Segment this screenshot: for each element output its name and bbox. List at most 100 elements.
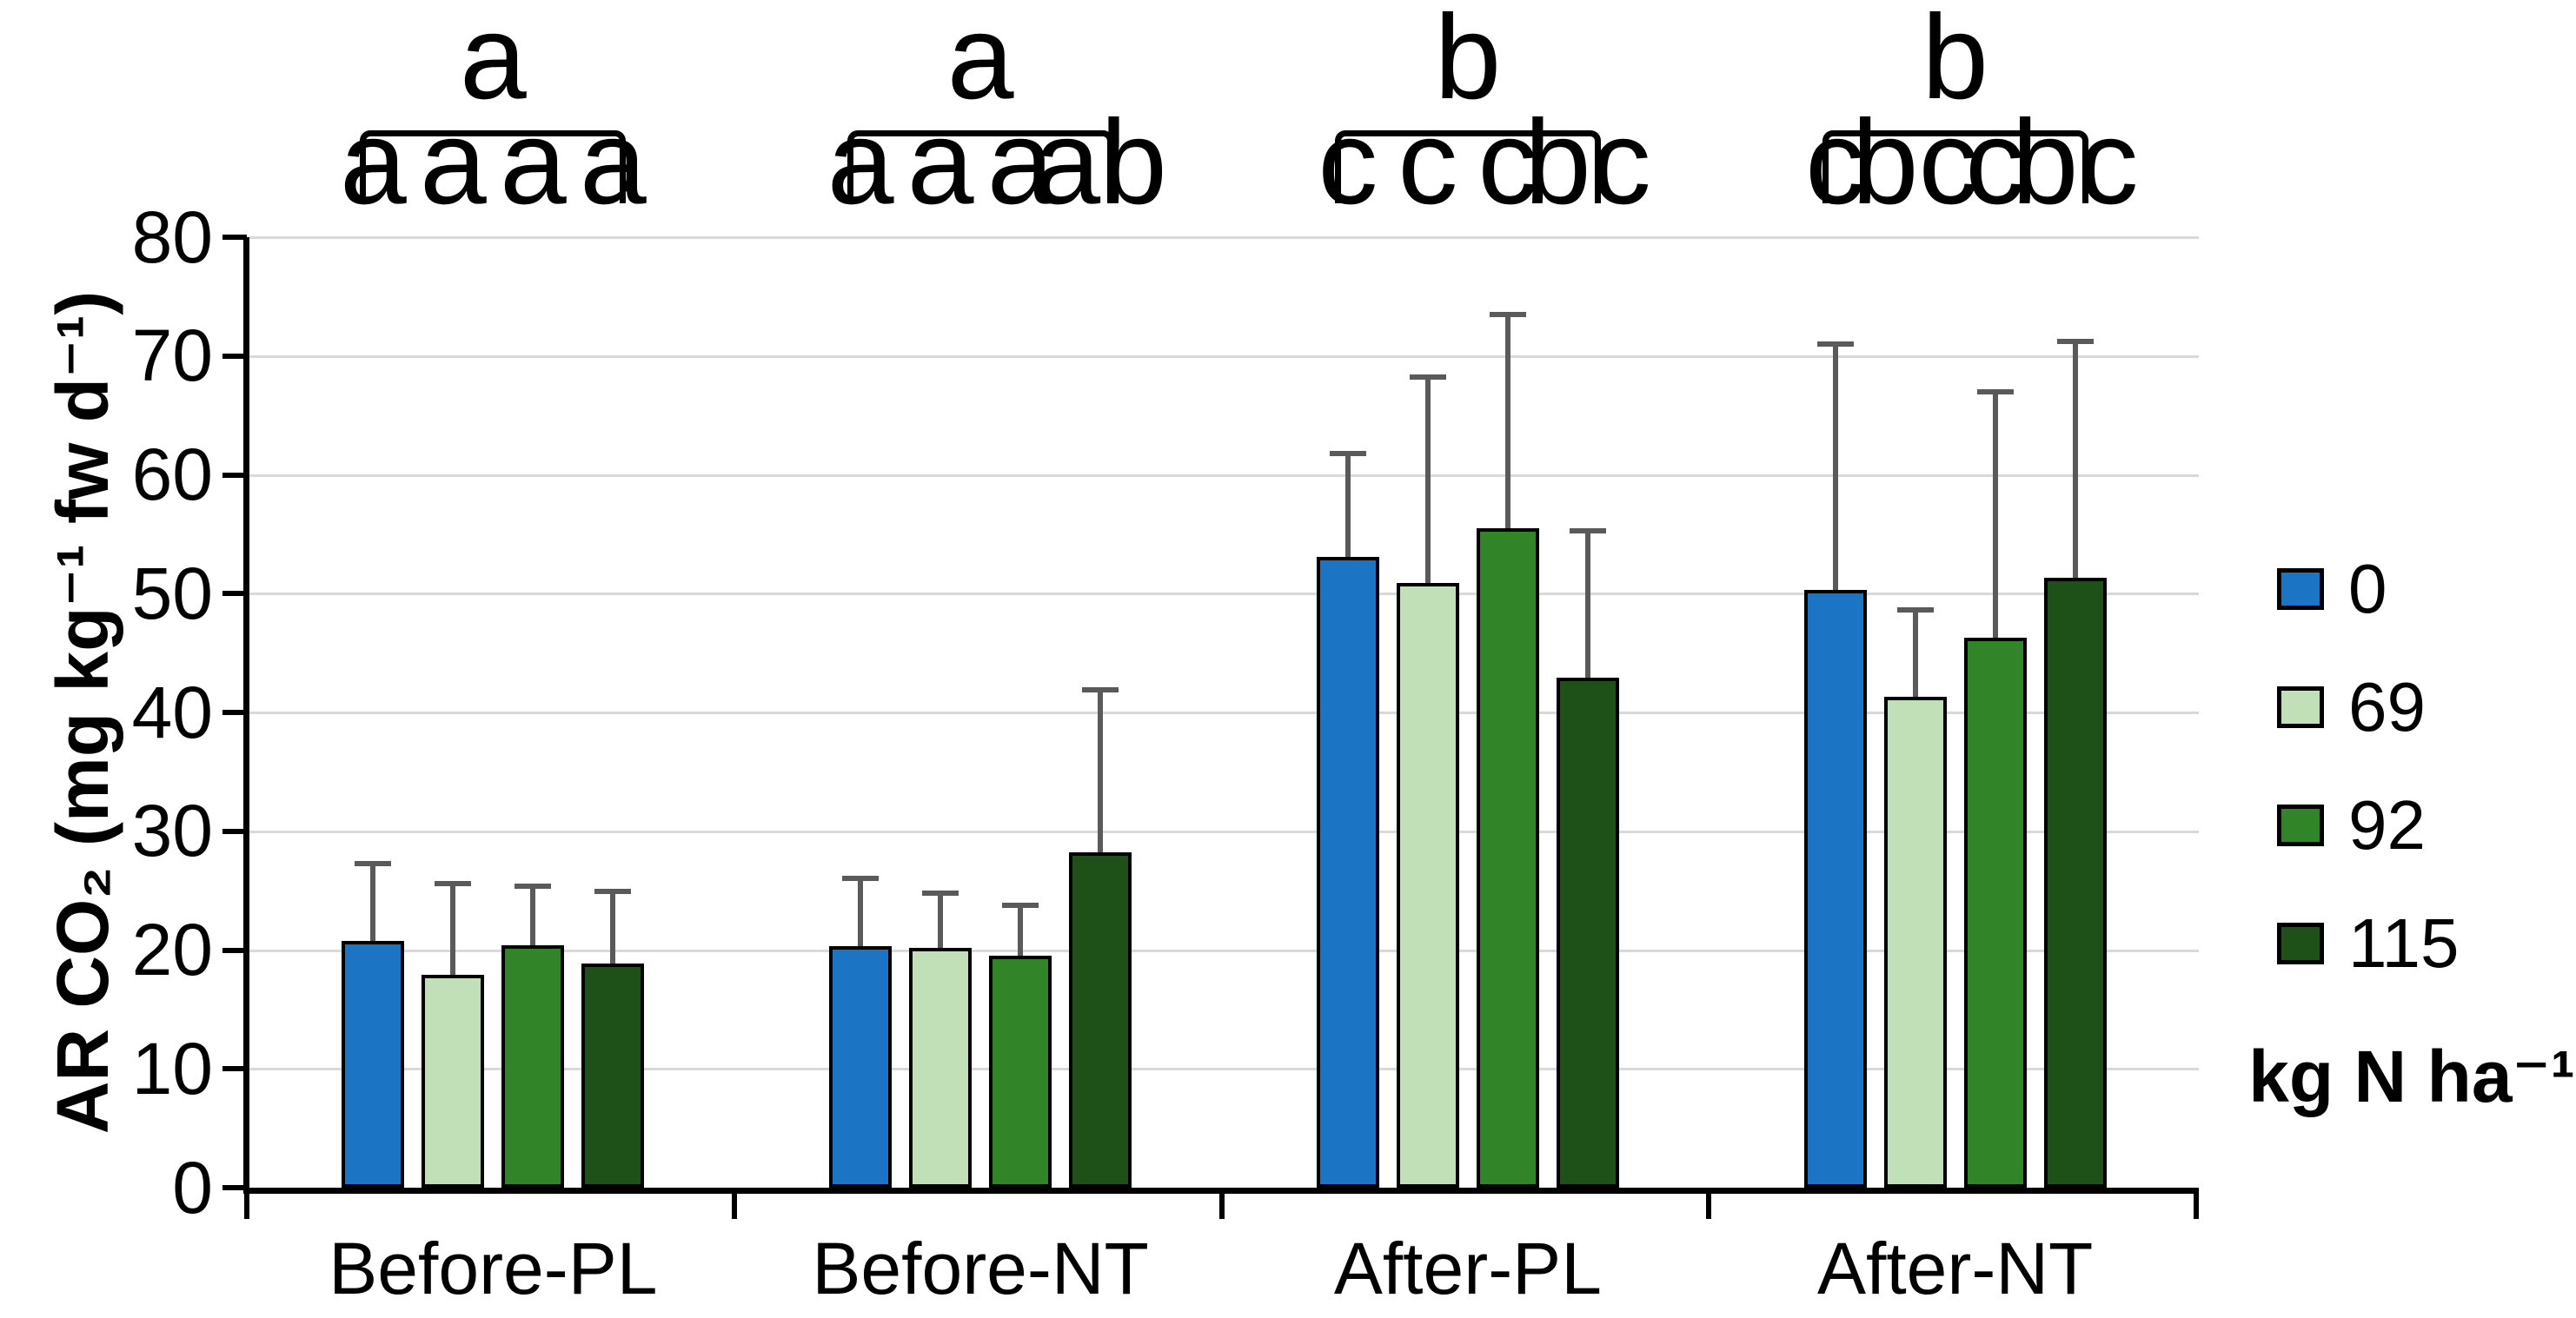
bar-Before-PL-115: [581, 963, 645, 1188]
group-letter-After-PL: b: [1434, 0, 1502, 124]
error-whisker-After-PL-92: [1504, 314, 1510, 529]
group-letter-After-NT: b: [1922, 0, 1988, 124]
error-whisker-Before-NT-92: [1018, 904, 1024, 957]
gridline-40: [249, 712, 2199, 714]
error-whisker-After-NT-115: [2072, 341, 2078, 579]
error-whisker-Before-PL-0: [370, 863, 376, 941]
bar-letter-After-NT-69: bc: [1851, 96, 1979, 229]
y-tick-60: [222, 472, 247, 478]
group-bracket-After-NT: [1822, 130, 2088, 203]
bar-letter-After-PL-115: bc: [1524, 96, 1651, 229]
bar-letter-Before-PL-0: a: [340, 96, 407, 229]
error-whisker-After-NT-0: [1832, 344, 1838, 591]
bar-letter-After-NT-0: c: [1805, 96, 1866, 229]
legend-swatch-0: [2277, 568, 2324, 610]
legend-item-69: 69: [2277, 672, 2426, 742]
gridline-60: [249, 474, 2199, 477]
error-cap-Before-PL-115: [594, 889, 632, 895]
error-whisker-Before-NT-69: [938, 892, 944, 948]
group-bracket-Before-NT: [847, 130, 1114, 203]
bar-Before-NT-92: [989, 956, 1052, 1188]
error-cap-After-PL-115: [1569, 527, 1606, 533]
bar-Before-NT-115: [1069, 852, 1132, 1188]
y-tick-20: [222, 947, 247, 953]
bar-Before-PL-69: [422, 975, 485, 1188]
bar-After-PL-92: [1476, 528, 1539, 1188]
bar-letter-Before-PL-92: a: [500, 96, 567, 229]
gridline-70: [249, 354, 2199, 358]
x-category-label-Before-PL: Before-PL: [329, 1228, 658, 1309]
legend-item-92: 92: [2277, 791, 2426, 860]
y-tick-label-40: 40: [131, 671, 213, 753]
legend-title: kg N ha⁻¹: [2248, 1036, 2575, 1117]
error-cap-Before-PL-92: [515, 883, 552, 889]
error-cap-Before-NT-115: [1082, 687, 1119, 693]
x-axis-tick-0: [244, 1188, 249, 1219]
bar-letter-After-NT-92: c: [1965, 96, 2026, 229]
x-category-label-After-PL: After-PL: [1333, 1228, 1602, 1309]
error-cap-After-PL-0: [1329, 450, 1366, 456]
error-whisker-Before-NT-0: [858, 878, 864, 947]
x-axis-tick-3: [1706, 1188, 1712, 1219]
y-tick-80: [222, 235, 247, 240]
y-tick-label-60: 60: [131, 434, 213, 515]
error-whisker-Before-PL-115: [610, 891, 616, 964]
bar-After-NT-0: [1803, 590, 1867, 1188]
bar-letter-Before-NT-115: ab: [1033, 96, 1167, 229]
bar-After-PL-115: [1556, 678, 1619, 1188]
error-whisker-After-PL-0: [1344, 453, 1351, 557]
bar-After-PL-69: [1396, 582, 1459, 1188]
error-whisker-After-PL-69: [1424, 377, 1431, 583]
legend-swatch-92: [2277, 805, 2324, 846]
group-letter-Before-NT: a: [946, 0, 1014, 124]
bar-letter-After-PL-0: c: [1318, 96, 1378, 229]
error-cap-Before-PL-0: [355, 860, 392, 866]
error-cap-After-PL-69: [1409, 374, 1446, 381]
gridline-10: [249, 1068, 2199, 1071]
group-bracket-After-PL: [1334, 130, 1601, 203]
y-tick-label-30: 30: [131, 790, 213, 872]
gridline-20: [249, 949, 2199, 952]
x-category-label-After-NT: After-NT: [1816, 1228, 2094, 1309]
y-tick-label-0: 0: [172, 1146, 213, 1229]
legend-item-0: 0: [2277, 554, 2387, 624]
error-cap-After-NT-92: [1976, 388, 2014, 394]
bar-letter-After-NT-115: bc: [2011, 96, 2139, 229]
bar-letter-Before-NT-0: a: [827, 96, 894, 229]
bar-letter-Before-NT-92: a: [986, 96, 1054, 229]
error-cap-Before-NT-69: [922, 890, 959, 896]
y-tick-50: [222, 591, 247, 597]
y-tick-10: [222, 1066, 247, 1072]
y-tick-label-10: 10: [131, 1027, 213, 1109]
y-tick-label-50: 50: [131, 552, 213, 634]
bar-After-NT-115: [2043, 578, 2107, 1188]
legend-swatch-115: [2277, 923, 2324, 964]
error-whisker-Before-PL-69: [450, 883, 456, 976]
error-cap-After-NT-0: [1816, 341, 1854, 348]
y-tick-0: [222, 1185, 247, 1190]
bar-Before-NT-69: [909, 947, 973, 1188]
bar-letter-After-PL-92: c: [1477, 96, 1538, 229]
y-tick-70: [222, 353, 247, 359]
bar-letter-After-PL-69: c: [1398, 96, 1458, 229]
error-cap-Before-NT-0: [842, 876, 880, 882]
x-axis-tick-4: [2194, 1188, 2199, 1219]
x-axis-tick-1: [731, 1188, 737, 1219]
legend-item-label: 0: [2348, 550, 2387, 627]
legend-item-115: 115: [2277, 909, 2460, 978]
error-cap-After-NT-115: [2056, 339, 2094, 345]
gridline-80: [249, 236, 2199, 239]
bar-Before-NT-0: [829, 946, 893, 1188]
gridline-30: [249, 830, 2199, 833]
bar-After-NT-69: [1883, 697, 1947, 1188]
legend-item-label: 69: [2348, 668, 2426, 745]
bar-After-NT-92: [1963, 637, 2027, 1188]
bar-letter-Before-NT-69: a: [906, 96, 974, 229]
legend-item-label: 115: [2348, 904, 2460, 982]
bar-letter-Before-PL-115: a: [580, 96, 647, 229]
x-axis-tick-2: [1218, 1188, 1225, 1219]
error-whisker-After-PL-115: [1584, 530, 1590, 679]
gridline-50: [249, 593, 2199, 596]
error-whisker-After-NT-69: [1912, 610, 1918, 698]
